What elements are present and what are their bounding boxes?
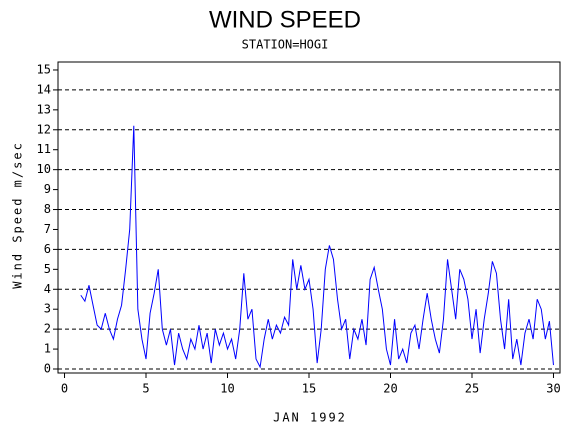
x-axis-label: JAN 1992 xyxy=(273,411,347,425)
y-tick-label: 11 xyxy=(37,142,51,156)
y-axis-label: Wind Speed m/sec xyxy=(11,141,25,289)
x-tick-label: 5 xyxy=(142,382,149,396)
y-tick-label: 9 xyxy=(44,182,51,196)
y-tick-label: 0 xyxy=(44,362,51,376)
x-tick-label: 25 xyxy=(465,382,479,396)
y-tick-label: 4 xyxy=(44,282,51,296)
y-tick-label: 3 xyxy=(44,302,51,316)
x-tick-label: 15 xyxy=(302,382,316,396)
y-tick-label: 5 xyxy=(44,262,51,276)
y-tick-label: 6 xyxy=(44,242,51,256)
data-line xyxy=(80,125,554,369)
y-tick-label: 12 xyxy=(37,122,51,136)
x-tick-label: 0 xyxy=(61,382,68,396)
y-tick-label: 8 xyxy=(44,202,51,216)
chart-title: WIND SPEED xyxy=(209,6,361,33)
y-tick-label: 2 xyxy=(44,322,51,336)
y-tick-label: 13 xyxy=(37,102,51,116)
chart-subtitle: STATION=HOGI xyxy=(242,38,329,52)
x-tick-label: 30 xyxy=(546,382,560,396)
y-tick-label: 1 xyxy=(44,342,51,356)
y-tick-label: 14 xyxy=(37,82,51,96)
x-tick-label: 20 xyxy=(383,382,397,396)
y-tick-label: 15 xyxy=(37,62,51,76)
y-tick-label: 10 xyxy=(37,162,51,176)
y-tick-label: 7 xyxy=(44,222,51,236)
x-tick-label: 10 xyxy=(220,382,234,396)
